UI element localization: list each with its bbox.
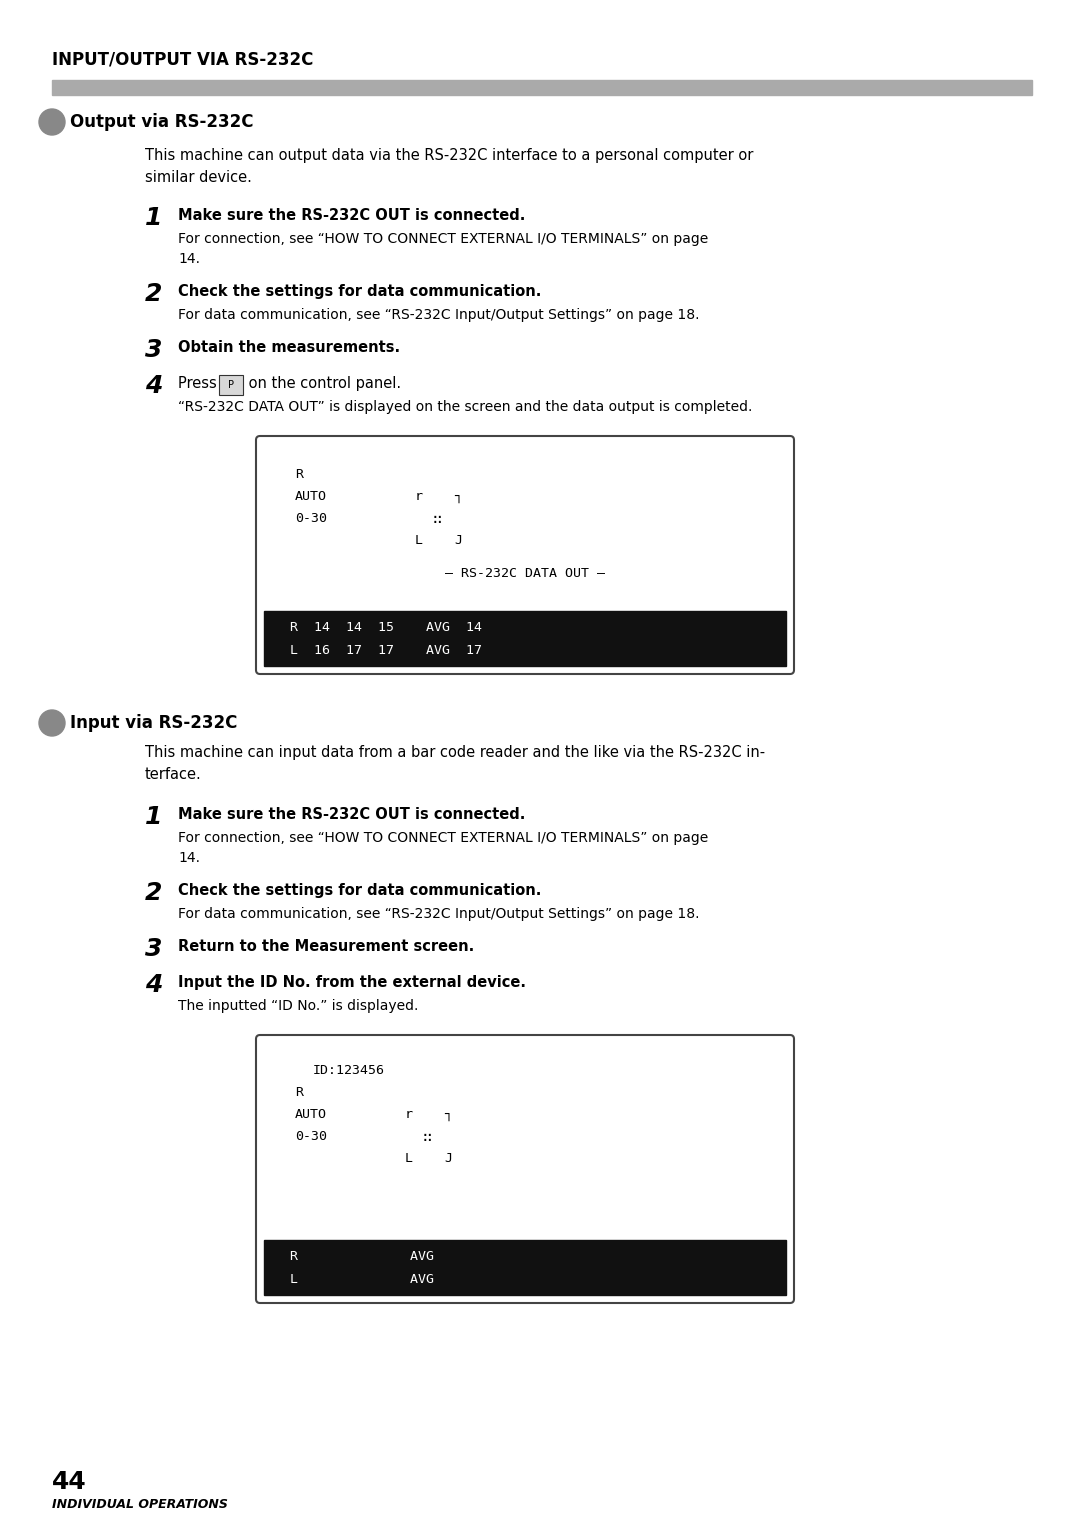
Text: Output via RS-232C: Output via RS-232C	[70, 113, 254, 131]
Text: Check the settings for data communication.: Check the settings for data communicatio…	[178, 884, 541, 897]
Text: r    ┐: r ┐	[415, 490, 463, 504]
Text: This machine can output data via the RS-232C interface to a personal computer or: This machine can output data via the RS-…	[145, 148, 754, 163]
Text: INDIVIDUAL OPERATIONS: INDIVIDUAL OPERATIONS	[52, 1499, 228, 1511]
Text: “RS-232C DATA OUT” is displayed on the screen and the data output is completed.: “RS-232C DATA OUT” is displayed on the s…	[178, 400, 753, 414]
Text: R              AVG: R AVG	[291, 1250, 434, 1264]
Text: 4: 4	[145, 974, 162, 996]
Text: ∷: ∷	[433, 513, 442, 526]
Text: L    J: L J	[405, 1152, 453, 1164]
Text: 2: 2	[145, 881, 162, 905]
Text: Make sure the RS-232C OUT is connected.: Make sure the RS-232C OUT is connected.	[178, 807, 525, 823]
Text: Obtain the measurements.: Obtain the measurements.	[178, 340, 400, 356]
Circle shape	[39, 108, 65, 134]
Text: 14.: 14.	[178, 252, 200, 266]
Text: 14.: 14.	[178, 852, 200, 865]
Text: L  16  17  17    AVG  17: L 16 17 17 AVG 17	[291, 644, 482, 658]
Text: R: R	[295, 1087, 303, 1099]
Text: — RS-232C DATA OUT —: — RS-232C DATA OUT —	[445, 568, 605, 580]
Text: 0-30: 0-30	[295, 1129, 327, 1143]
Bar	[264, 1241, 786, 1296]
Text: INPUT/OUTPUT VIA RS-232C: INPUT/OUTPUT VIA RS-232C	[52, 50, 313, 69]
Text: For data communication, see “RS-232C Input/Output Settings” on page 18.: For data communication, see “RS-232C Inp…	[178, 906, 700, 922]
Text: ID:123456: ID:123456	[313, 1064, 384, 1077]
Text: L              AVG: L AVG	[291, 1273, 434, 1286]
Text: Input the ID No. from the external device.: Input the ID No. from the external devic…	[178, 975, 526, 990]
FancyBboxPatch shape	[219, 375, 243, 395]
Text: on the control panel.: on the control panel.	[244, 375, 401, 391]
Text: R  14  14  15    AVG  14: R 14 14 15 AVG 14	[291, 621, 482, 633]
Text: r    ┐: r ┐	[405, 1108, 453, 1122]
FancyBboxPatch shape	[256, 436, 794, 674]
Text: Make sure the RS-232C OUT is connected.: Make sure the RS-232C OUT is connected.	[178, 208, 525, 223]
Text: R: R	[295, 468, 303, 481]
Text: AUTO: AUTO	[295, 1108, 327, 1122]
Text: 2: 2	[145, 282, 162, 307]
Text: 1: 1	[145, 806, 162, 829]
Text: 0-30: 0-30	[295, 513, 327, 525]
Text: Input via RS-232C: Input via RS-232C	[70, 714, 238, 732]
Text: P: P	[228, 380, 234, 391]
Text: Press: Press	[178, 375, 221, 391]
Text: 44: 44	[52, 1470, 86, 1494]
Text: This machine can input data from a bar code reader and the like via the RS-232C : This machine can input data from a bar c…	[145, 745, 765, 760]
Text: 4: 4	[145, 374, 162, 398]
Text: terface.: terface.	[145, 768, 202, 781]
Bar	[264, 610, 786, 665]
Text: L    J: L J	[415, 534, 463, 546]
FancyBboxPatch shape	[256, 1035, 794, 1303]
Bar	[52, 79, 1032, 95]
Text: 3: 3	[145, 337, 162, 362]
Text: For connection, see “HOW TO CONNECT EXTERNAL I/O TERMINALS” on page: For connection, see “HOW TO CONNECT EXTE…	[178, 232, 708, 246]
Text: Check the settings for data communication.: Check the settings for data communicatio…	[178, 284, 541, 299]
Text: Return to the Measurement screen.: Return to the Measurement screen.	[178, 938, 474, 954]
Text: For data communication, see “RS-232C Input/Output Settings” on page 18.: For data communication, see “RS-232C Inp…	[178, 308, 700, 322]
Text: ∷: ∷	[423, 1129, 432, 1144]
Text: For connection, see “HOW TO CONNECT EXTERNAL I/O TERMINALS” on page: For connection, see “HOW TO CONNECT EXTE…	[178, 832, 708, 845]
Text: similar device.: similar device.	[145, 169, 252, 185]
Text: 1: 1	[145, 206, 162, 230]
Text: The inputted “ID No.” is displayed.: The inputted “ID No.” is displayed.	[178, 1000, 418, 1013]
Text: AUTO: AUTO	[295, 490, 327, 504]
Text: 3: 3	[145, 937, 162, 961]
Circle shape	[39, 710, 65, 736]
